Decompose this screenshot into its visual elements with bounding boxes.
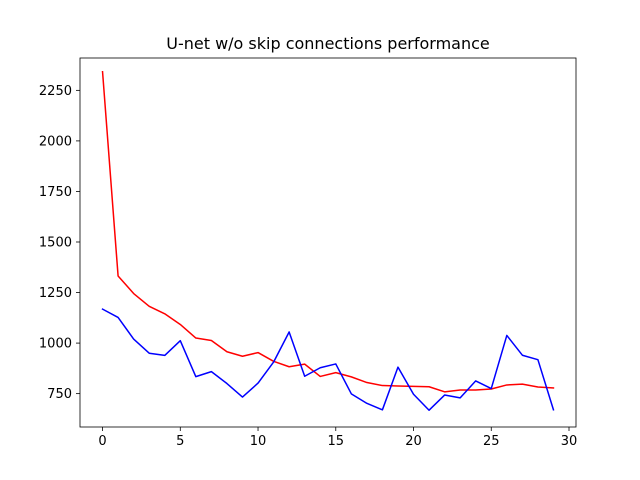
x-tick-label: 15 <box>328 434 345 449</box>
y-tick-label: 750 <box>47 387 72 402</box>
series-layer <box>101 70 555 411</box>
y-tick-label: 1250 <box>39 286 72 301</box>
x-tick-label: 0 <box>98 434 106 449</box>
axes-layer: 0 5 10 15 20 25 30 750 1000 1250 1500 1750 2000 2250 <box>39 57 578 449</box>
plot-frame <box>79 57 577 428</box>
y-tick-label: 1000 <box>39 337 72 352</box>
y-tick-label: 2250 <box>39 84 72 99</box>
x-tick-label: 30 <box>561 434 578 449</box>
series-line-0 <box>101 70 555 393</box>
y-tick-label: 1500 <box>39 235 72 250</box>
y-tick-label: 2000 <box>39 134 72 149</box>
x-tick-label: 25 <box>483 434 500 449</box>
x-tick-label: 5 <box>176 434 184 449</box>
y-tick-label: 1750 <box>39 185 72 200</box>
x-tick-label: 10 <box>250 434 267 449</box>
series-line-1 <box>101 308 555 411</box>
chart-title: U-net w/o skip connections performance <box>166 34 490 53</box>
x-tick-label: 20 <box>405 434 422 449</box>
